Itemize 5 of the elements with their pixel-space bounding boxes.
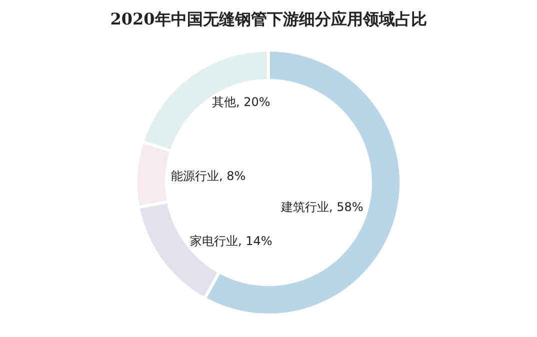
chart-title: 2020年中国无缝钢管下游细分应用领域占比 [110,10,427,29]
slice-label: 其他, 20% [212,95,270,109]
slice-label: 家电行业, 14% [190,234,272,248]
slice-label: 能源行业, 8% [171,169,246,183]
slice-label: 建筑行业, 58% [280,200,364,214]
